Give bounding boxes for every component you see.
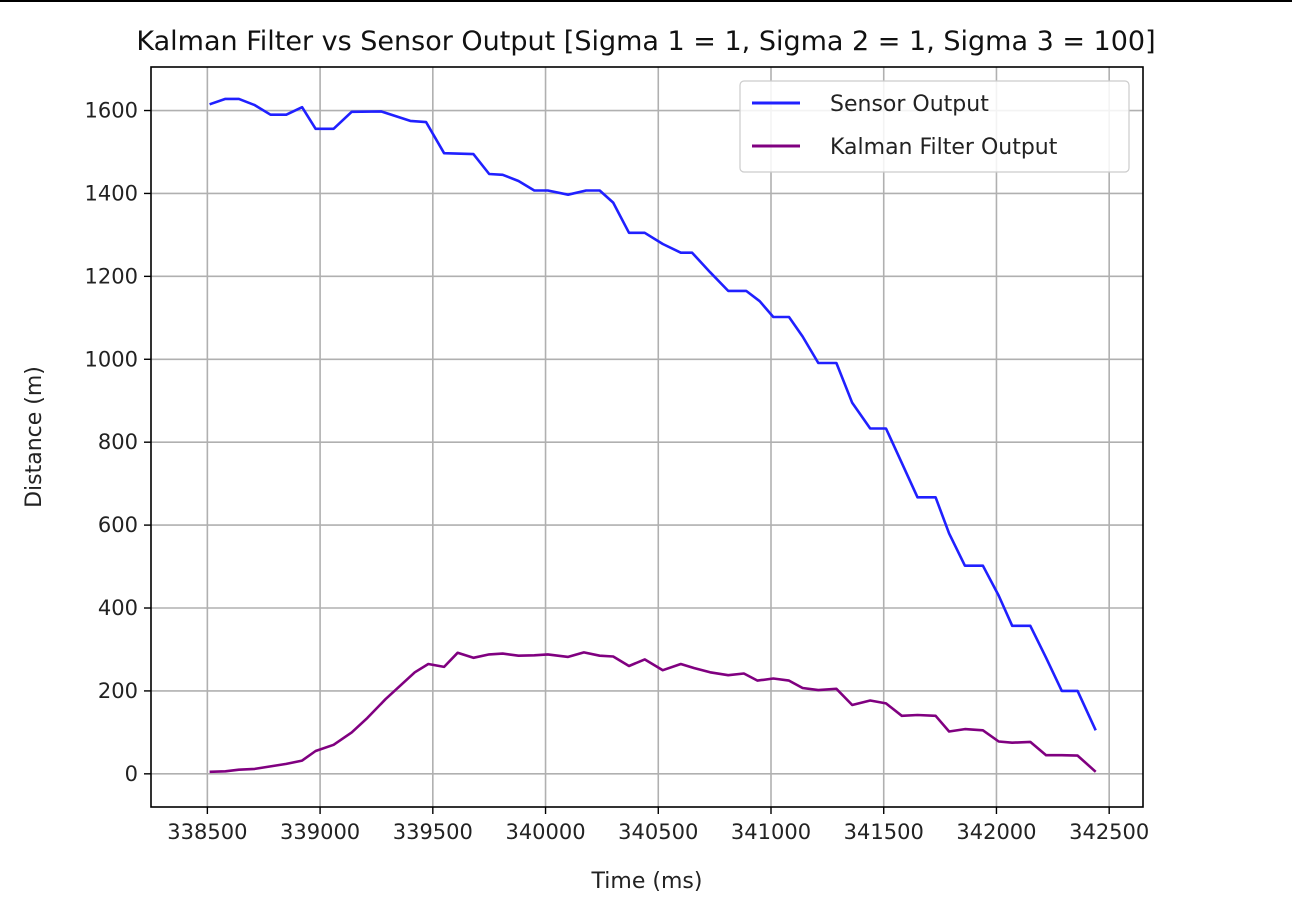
x-tick-label: 341500 (844, 820, 924, 844)
chart-title: Kalman Filter vs Sensor Output [Sigma 1 … (136, 26, 1155, 57)
legend-box (739, 80, 1130, 173)
y-tick-label: 200 (98, 679, 138, 703)
y-tick-label: 0 (125, 762, 138, 786)
legend: Sensor Output Kalman Filter Output (739, 80, 1130, 173)
axis-ticks: 338500 339000 339500 340000 340500 341000 3415… (85, 99, 1150, 844)
y-tick-label: 1200 (85, 264, 138, 288)
x-tick-label: 342500 (1069, 820, 1149, 844)
top-border-rule (0, 0, 1292, 2)
y-tick-label: 600 (98, 513, 138, 537)
series-lines (209, 97, 1097, 774)
y-tick-label: 1600 (85, 99, 138, 123)
plot-area-frame (150, 66, 1144, 808)
legend-label-sensor-output: Sensor Output (830, 92, 989, 117)
x-tick-label: 340000 (505, 820, 585, 844)
x-tick-label: 339000 (280, 820, 360, 844)
x-tick-label: 341000 (731, 820, 811, 844)
y-tick-label: 1000 (85, 347, 138, 371)
y-tick-label: 400 (98, 596, 138, 620)
y-axis-label: Distance (m) (22, 366, 47, 508)
x-tick-label: 338500 (167, 820, 247, 844)
x-axis-label: Time (ms) (591, 869, 703, 894)
legend-label-kalman-filter-output: Kalman Filter Output (830, 135, 1058, 160)
series-line-sensor-output (209, 97, 1097, 731)
x-tick-label: 340500 (618, 820, 698, 844)
series-line-kalman-filter-output (209, 651, 1097, 774)
y-tick-label: 1400 (85, 181, 138, 205)
grid-lines (151, 67, 1143, 807)
y-tick-label: 800 (98, 430, 138, 454)
x-tick-label: 342000 (956, 820, 1036, 844)
x-tick-label: 339500 (393, 820, 473, 844)
